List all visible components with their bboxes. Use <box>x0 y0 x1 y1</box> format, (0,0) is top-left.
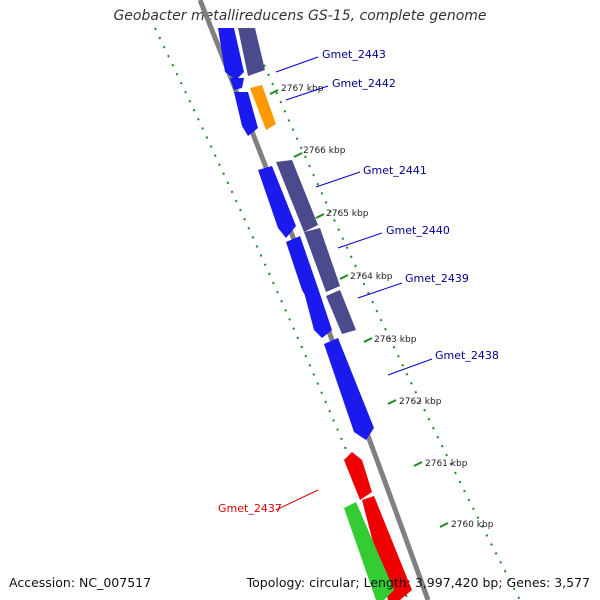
kbp-label: 2761 kbp <box>425 459 468 469</box>
gene-arrow-gmet-2437[interactable] <box>344 452 372 500</box>
gene-label-gmet-2437[interactable]: Gmet_2437 <box>218 502 282 515</box>
accession-text: Accession: NC_007517 <box>9 575 152 590</box>
tick-mark <box>315 213 325 219</box>
gene-label-gmet-2439[interactable]: Gmet_2439 <box>405 272 469 285</box>
gene-arrow-green-1[interactable] <box>344 502 394 600</box>
kbp-label: 2766 kbp <box>303 146 346 156</box>
gene-arrow-red-2[interactable] <box>362 496 412 600</box>
callout-line <box>285 85 329 101</box>
gene-arrow-gmet-2438[interactable] <box>324 338 374 440</box>
gene-arrow-gmet-2442[interactable] <box>250 85 276 130</box>
callout-line <box>315 171 361 188</box>
gene-callouts <box>275 56 433 511</box>
gene-arrow-gmet-2439[interactable] <box>304 288 332 338</box>
kbp-label: 2763 kbp <box>374 335 417 345</box>
gene-arrow-gmet-2439-dark[interactable] <box>326 290 356 334</box>
callout-line <box>357 282 403 299</box>
tick-mark <box>293 152 303 158</box>
callout-line <box>275 489 319 511</box>
gene-arrow-small[interactable] <box>230 78 244 90</box>
kbp-label: 2760 kbp <box>451 520 494 530</box>
gene-arrow-gmet-2440-dark[interactable] <box>304 228 340 292</box>
gene-label-gmet-2443[interactable]: Gmet_2443 <box>322 48 386 61</box>
callout-line <box>275 56 319 73</box>
gene-arrow-blue-1[interactable] <box>234 92 258 136</box>
callout-line <box>337 232 383 249</box>
gene-arrow-gmet-2443[interactable] <box>218 28 244 80</box>
callout-line <box>387 358 433 376</box>
gene-arrow-gmet-2441[interactable] <box>258 166 296 238</box>
gene-label-gmet-2441[interactable]: Gmet_2441 <box>363 164 427 177</box>
kbp-label: 2765 kbp <box>326 209 369 219</box>
tick-mark <box>339 274 349 280</box>
gene-label-gmet-2440[interactable]: Gmet_2440 <box>386 224 450 237</box>
kbp-label: 2762 kbp <box>399 397 442 407</box>
genome-summary-text: Topology: circular; Length: 3,997,420 bp… <box>246 575 590 590</box>
tick-mark <box>413 461 423 467</box>
tick-mark <box>269 89 279 95</box>
gene-arrow-gmet-2443-dark[interactable] <box>238 28 265 76</box>
gene-label-gmet-2438[interactable]: Gmet_2438 <box>435 349 499 362</box>
kbp-label: 2767 kbp <box>281 84 324 94</box>
tick-mark <box>439 522 449 528</box>
kbp-label: 2764 kbp <box>350 272 393 282</box>
gene-arrow-gmet-2441-dark[interactable] <box>276 160 318 232</box>
gene-label-gmet-2442[interactable]: Gmet_2442 <box>332 77 396 90</box>
outer-dotted-track <box>247 27 521 600</box>
tick-mark <box>363 337 373 343</box>
tick-mark <box>387 399 397 405</box>
gene-arrow-gmet-2440[interactable] <box>286 236 318 300</box>
kbp-ticks: 2767 kbp 2766 kbp 2765 kbp 2764 kbp 2763… <box>269 84 494 530</box>
